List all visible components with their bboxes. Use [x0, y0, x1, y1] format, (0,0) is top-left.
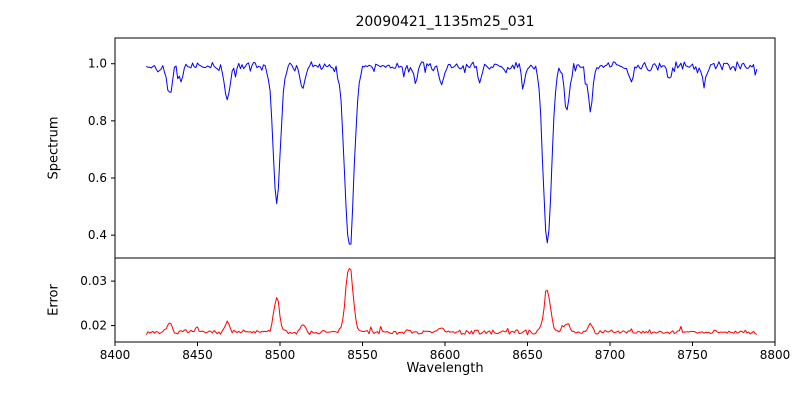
y-tick-label: 0.03	[80, 274, 107, 288]
spectrum-series	[146, 61, 758, 245]
error-series	[145, 268, 758, 336]
y-axis-label-error: Error	[46, 284, 62, 316]
chart-title: 20090421_1135m25_031	[355, 14, 535, 30]
y-tick-label: 0.6	[88, 171, 107, 185]
x-axis: 8400 8450 8500 8550 8600 8650 8700 8750 8800	[100, 342, 791, 362]
x-tick-label: 8500	[265, 348, 296, 362]
x-axis-label: Wavelength	[406, 361, 484, 376]
x-tick-label: 8750	[677, 348, 708, 362]
y-axis-label-spectrum: Spectrum	[46, 116, 62, 180]
y-tick-label: 0.4	[88, 228, 107, 242]
y-tick-label: 0.02	[80, 319, 107, 333]
x-tick-label: 8650	[512, 348, 543, 362]
x-tick-label: 8400	[100, 348, 131, 362]
x-tick-label: 8550	[347, 348, 378, 362]
panel-error: 0.02 0.03	[80, 257, 776, 343]
x-tick-label: 8800	[760, 348, 791, 362]
y-tick-label: 0.8	[88, 114, 107, 128]
panel-spectrum: 0.4 0.6 0.8 1.0	[88, 37, 776, 259]
spectrum-frame	[114, 37, 776, 259]
x-tick-label: 8700	[595, 348, 626, 362]
x-tick-label: 8450	[182, 348, 213, 362]
y-tick-label: 1.0	[88, 57, 107, 71]
x-tick-label: 8600	[430, 348, 461, 362]
error-frame	[114, 257, 776, 343]
